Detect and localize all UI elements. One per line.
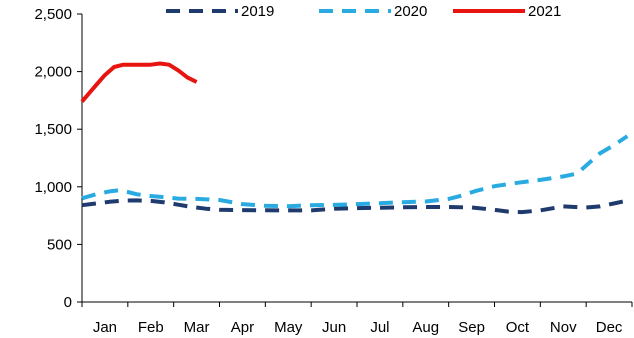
legend: 2019 2020 2021 [166, 3, 561, 20]
y-tick-label: 2,000 [34, 64, 72, 81]
x-tick-label: Oct [506, 319, 530, 336]
series-line-2021 [80, 61, 198, 103]
x-tick-label: Feb [138, 319, 164, 336]
axes: 0 500 1,000 1,500 2,000 2,500 Jan Feb Mar Apr May J… [34, 6, 633, 336]
x-tick-label: Jun [322, 319, 346, 336]
x-tick-label: Nov [550, 319, 577, 336]
legend-label: 2019 [241, 3, 274, 20]
legend-item-2019: 2019 [166, 3, 274, 20]
y-tick-label: 2,500 [34, 6, 72, 23]
x-tick-label: Aug [412, 319, 439, 336]
legend-item-2021: 2021 [453, 3, 561, 20]
x-tick-label: Apr [231, 319, 254, 336]
series-line-2020 [81, 134, 629, 209]
x-tick-label: Jan [93, 319, 117, 336]
y-tick-label: 1,500 [34, 121, 72, 138]
legend-label: 2021 [528, 3, 561, 20]
series-lines [80, 61, 629, 215]
y-tick-label: 500 [47, 236, 72, 253]
x-tick-label: Jul [370, 319, 389, 336]
legend-label: 2020 [394, 3, 427, 20]
x-tick-label: Dec [596, 319, 623, 336]
x-tick-label: Sep [458, 319, 485, 336]
legend-item-2020: 2020 [319, 3, 427, 20]
x-tick-label: May [274, 319, 303, 336]
y-tick-label: 1,000 [34, 179, 72, 196]
series-line-2019 [81, 198, 628, 215]
x-tick-label: Mar [184, 319, 210, 336]
y-tick-label: 0 [64, 294, 72, 311]
